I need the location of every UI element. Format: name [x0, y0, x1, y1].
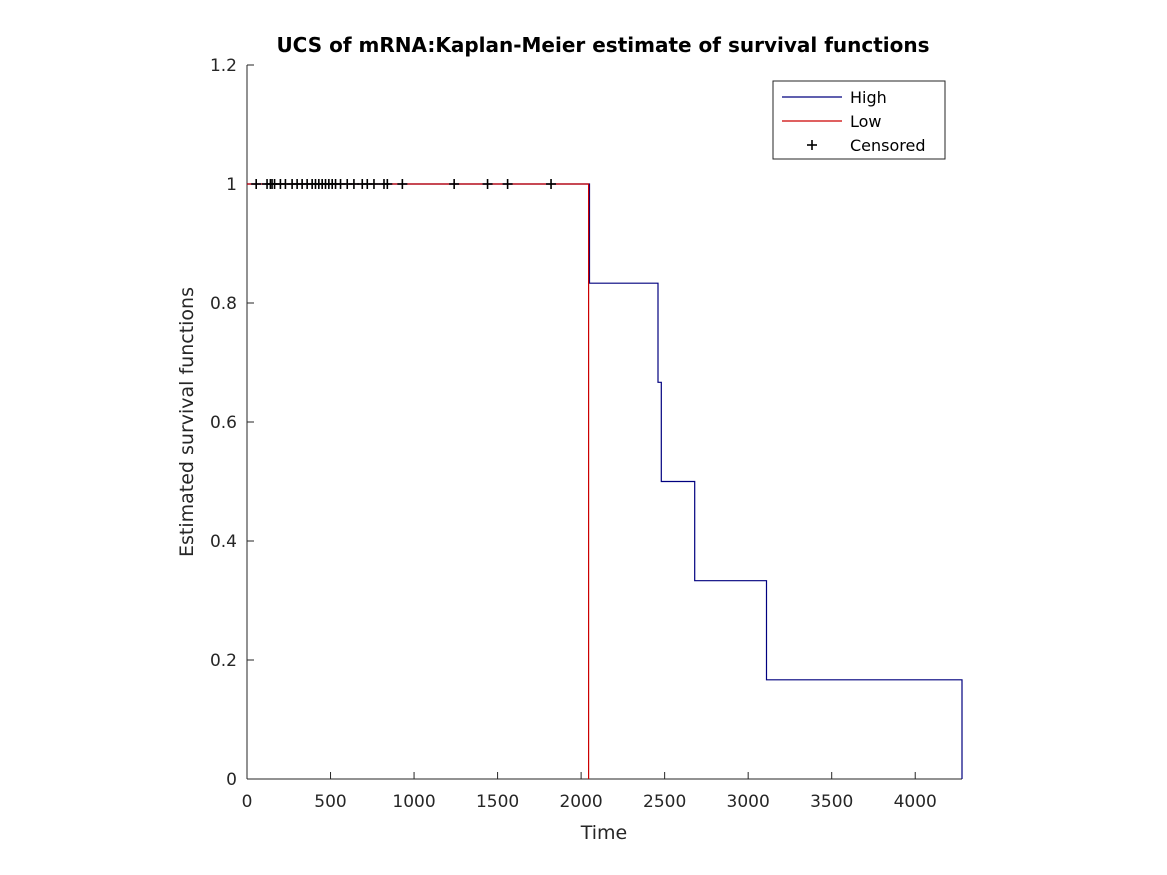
- x-tick-label: 0: [242, 792, 253, 812]
- legend-censored-marker: [807, 140, 817, 150]
- x-tick-label: 2500: [643, 792, 686, 812]
- x-tick-label: 4000: [894, 792, 937, 812]
- legend-label-low: Low: [850, 112, 882, 131]
- series-line-high: [247, 183, 963, 779]
- censored-marker: [482, 179, 493, 189]
- censored-marker: [546, 179, 557, 189]
- x-axis-label: Time: [580, 822, 628, 844]
- censored-marker: [449, 179, 460, 189]
- chart-title: UCS of mRNA:Kaplan-Meier estimate of sur…: [276, 33, 929, 57]
- y-tick-label: 1.2: [210, 56, 237, 76]
- legend-label-censored: Censored: [850, 136, 926, 155]
- censored-marker: [382, 179, 393, 189]
- legend-box: [772, 80, 946, 160]
- y-axis-label: Estimated survival functions: [176, 287, 198, 557]
- censored-marker: [397, 179, 408, 189]
- y-tick-label: 0.2: [210, 651, 237, 671]
- y-tick-label: 1: [226, 175, 237, 195]
- plot-area: 0 500 1000 1500 2000 2500 3000 3500 4000 0 0.2 0.4 0…: [210, 56, 963, 812]
- x-tick-label: 500: [314, 792, 346, 812]
- censored-marker: [348, 179, 359, 189]
- x-tick-label: 3000: [727, 792, 770, 812]
- y-tick-label: 0: [226, 770, 237, 790]
- y-tick-label: 0.6: [210, 413, 237, 433]
- y-tick-label: 0.8: [210, 294, 237, 314]
- x-tick-label: 1500: [476, 792, 519, 812]
- legend: High Low Censored: [772, 80, 946, 160]
- legend-label-high: High: [850, 88, 887, 107]
- x-tick-label: 1000: [392, 792, 435, 812]
- censored-marker: [502, 179, 513, 189]
- x-tick-label: 2000: [559, 792, 602, 812]
- censored-marker: [251, 179, 262, 189]
- censored-marker: [368, 179, 379, 189]
- x-tick-label: 3500: [810, 792, 853, 812]
- y-tick-label: 0.4: [210, 532, 237, 552]
